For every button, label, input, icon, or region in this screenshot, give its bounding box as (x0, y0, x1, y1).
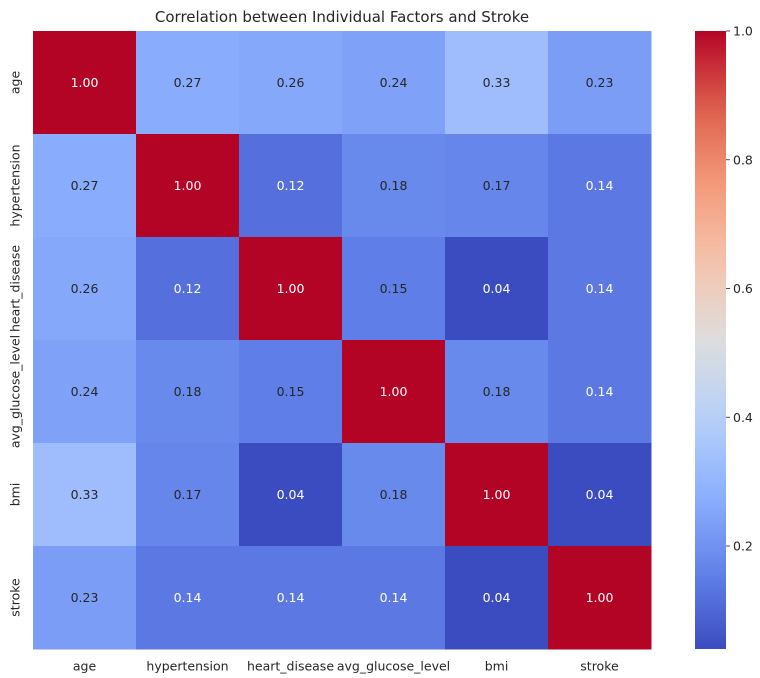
colorbar-tick-label: 0.4 (733, 410, 753, 425)
heatmap-cell (342, 237, 446, 341)
heatmap-annotations: 1.00 0.27 0.26 0.24 0.33 0.23 0.27 1.00 0.12 0.18… (71, 75, 614, 605)
cell-annotation: 1.00 (174, 178, 202, 193)
cell-annotation: 1.00 (380, 384, 408, 399)
heatmap-cell (445, 31, 549, 135)
x-tick-label: avg_glucose_level (337, 659, 450, 674)
heatmap-cell (445, 443, 549, 547)
cell-annotation: 0.04 (586, 487, 614, 502)
cell-annotation: 0.04 (483, 281, 511, 296)
cell-annotation: 0.15 (277, 384, 305, 399)
cell-annotation: 0.17 (483, 178, 511, 193)
y-tick-label: hypertension (8, 144, 23, 226)
heatmap-cell (136, 443, 240, 547)
heatmap-cell (239, 443, 343, 547)
heatmap-cell (239, 134, 343, 238)
cell-annotation: 0.18 (483, 384, 511, 399)
heatmap-cell (33, 443, 137, 547)
heatmap-cell (136, 134, 240, 238)
colorbar: 0.2 0.4 0.6 0.8 1.0 (695, 24, 753, 649)
heatmap-cell (239, 340, 343, 444)
colorbar-tick-label: 0.6 (733, 281, 753, 296)
cell-annotation: 0.14 (586, 384, 614, 399)
cell-annotation: 0.18 (174, 384, 202, 399)
cell-annotation: 0.24 (71, 384, 99, 399)
heatmap-cell (239, 546, 343, 650)
heatmap-cell (445, 134, 549, 238)
heatmap-cell (136, 31, 240, 135)
cell-annotation: 0.27 (174, 75, 202, 90)
heatmap-cell (548, 237, 652, 341)
heatmap-cell (33, 31, 137, 135)
y-tick-label: bmi (8, 483, 23, 507)
colorbar-tick-label: 0.8 (733, 152, 753, 167)
y-axis-ticks: age hypertension heart_disease avg_glucose_… (8, 71, 23, 617)
cell-annotation: 1.00 (483, 487, 511, 502)
cell-annotation: 1.00 (71, 75, 99, 90)
x-tick-label: stroke (580, 659, 619, 674)
heatmap-cell (548, 31, 652, 135)
heatmap-cell (33, 237, 137, 341)
cell-annotation: 0.23 (586, 75, 614, 90)
heatmap-cell (342, 546, 446, 650)
heatmap-cell (548, 134, 652, 238)
cell-annotation: 0.04 (277, 487, 305, 502)
heatmap-cell (239, 237, 343, 341)
heatmap-cell (548, 340, 652, 444)
heatmap-cell (136, 237, 240, 341)
x-tick-label: bmi (485, 659, 509, 674)
cell-annotation: 0.33 (71, 487, 99, 502)
cell-annotation: 0.18 (380, 178, 408, 193)
heatmap-cell (445, 237, 549, 341)
cell-annotation: 0.12 (277, 178, 305, 193)
heatmap-cell (342, 340, 446, 444)
heatmap-cell (33, 134, 137, 238)
heatmap-cell (33, 546, 137, 650)
heatmap-cell (342, 134, 446, 238)
colorbar-tick-label: 0.2 (733, 539, 753, 554)
cell-annotation: 1.00 (277, 281, 305, 296)
x-tick-label: hypertension (146, 659, 228, 674)
x-axis-ticks: age hypertension heart_disease avg_glucose_… (73, 659, 619, 674)
x-tick-label: heart_disease (247, 659, 334, 674)
heatmap-cell (342, 443, 446, 547)
cell-annotation: 0.12 (174, 281, 202, 296)
colorbar-gradient (695, 31, 726, 649)
heatmap-cell (33, 340, 137, 444)
y-tick-label: stroke (8, 578, 23, 617)
cell-annotation: 0.14 (586, 178, 614, 193)
heatmap-cell (239, 31, 343, 135)
cell-annotation: 0.26 (277, 75, 305, 90)
y-tick-label: avg_glucose_level (8, 335, 23, 448)
cell-annotation: 0.17 (174, 487, 202, 502)
cell-annotation: 0.14 (380, 590, 408, 605)
heatmap-cell (136, 546, 240, 650)
cell-annotation: 1.00 (586, 590, 614, 605)
cell-annotation: 0.27 (71, 178, 99, 193)
y-tick-label: age (8, 71, 23, 95)
heatmap-cell (445, 340, 549, 444)
heatmap-cell (342, 31, 446, 135)
cell-annotation: 0.15 (380, 281, 408, 296)
heatmap-cell (548, 443, 652, 547)
heatmap-cell (136, 340, 240, 444)
heatmap-cell (548, 546, 652, 650)
cell-annotation: 0.14 (586, 281, 614, 296)
heatmap-cell (445, 546, 549, 650)
cell-annotation: 0.14 (277, 590, 305, 605)
x-tick-label: age (73, 659, 97, 674)
cell-annotation: 0.04 (483, 590, 511, 605)
colorbar-tick-label: 1.0 (733, 24, 753, 39)
cell-annotation: 0.24 (380, 75, 408, 90)
cell-annotation: 0.33 (483, 75, 511, 90)
y-tick-label: heart_disease (8, 245, 23, 332)
cell-annotation: 0.14 (174, 590, 202, 605)
chart-title: Correlation between Individual Factors a… (155, 8, 529, 26)
heatmap-cells (33, 31, 652, 650)
cell-annotation: 0.26 (71, 281, 99, 296)
cell-annotation: 0.23 (71, 590, 99, 605)
cell-annotation: 0.18 (380, 487, 408, 502)
